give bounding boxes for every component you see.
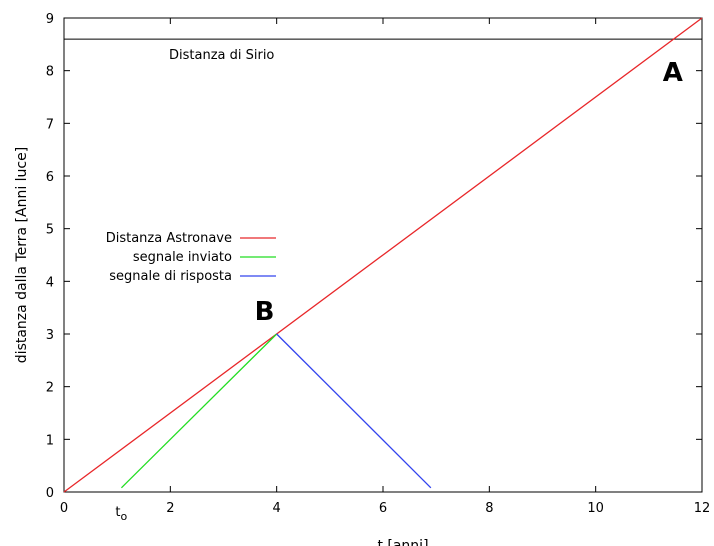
- y-tick-label: 2: [46, 381, 54, 396]
- x-axis-title: t [anni]: [377, 538, 428, 546]
- x-tick-label: 12: [694, 501, 711, 516]
- t0-main: t: [115, 505, 120, 520]
- x-tick-label: 10: [587, 501, 604, 516]
- x-tick-label: 4: [273, 501, 281, 516]
- y-tick-label: 8: [46, 65, 54, 80]
- series-line-0: [63, 17, 703, 493]
- y-tick-label: 9: [46, 12, 54, 27]
- legend-label: Distanza Astronave: [106, 231, 232, 246]
- legend-label: segnale di risposta: [109, 269, 232, 284]
- y-tick-label: 4: [46, 275, 54, 290]
- axes-layer: [63, 17, 703, 493]
- y-tick-label: 1: [46, 433, 54, 448]
- y-tick-label: 6: [46, 170, 54, 185]
- x-tick-label: 2: [166, 501, 174, 516]
- y-tick-label: 0: [46, 486, 54, 501]
- x-tick-label: 0: [60, 501, 68, 516]
- x-tick-label: 8: [485, 501, 493, 516]
- point-a-label: A: [663, 58, 683, 88]
- y-axis-title: distanza dalla Terra [Anni luce]: [14, 147, 30, 363]
- t0-subscript: o: [121, 510, 128, 523]
- x-tick-label: 6: [379, 501, 387, 516]
- series-line-1: [120, 333, 278, 489]
- y-tick-label: 3: [46, 328, 54, 343]
- point-b-label: B: [255, 297, 275, 327]
- series-layer: [63, 17, 703, 493]
- legend-label: segnale inviato: [133, 250, 232, 265]
- t0-label: to: [115, 505, 127, 523]
- y-tick-label: 5: [46, 223, 54, 238]
- series-line-2: [276, 333, 432, 489]
- sirius-distance-label: Distanza di Sirio: [169, 48, 274, 63]
- y-tick-label: 7: [46, 117, 54, 132]
